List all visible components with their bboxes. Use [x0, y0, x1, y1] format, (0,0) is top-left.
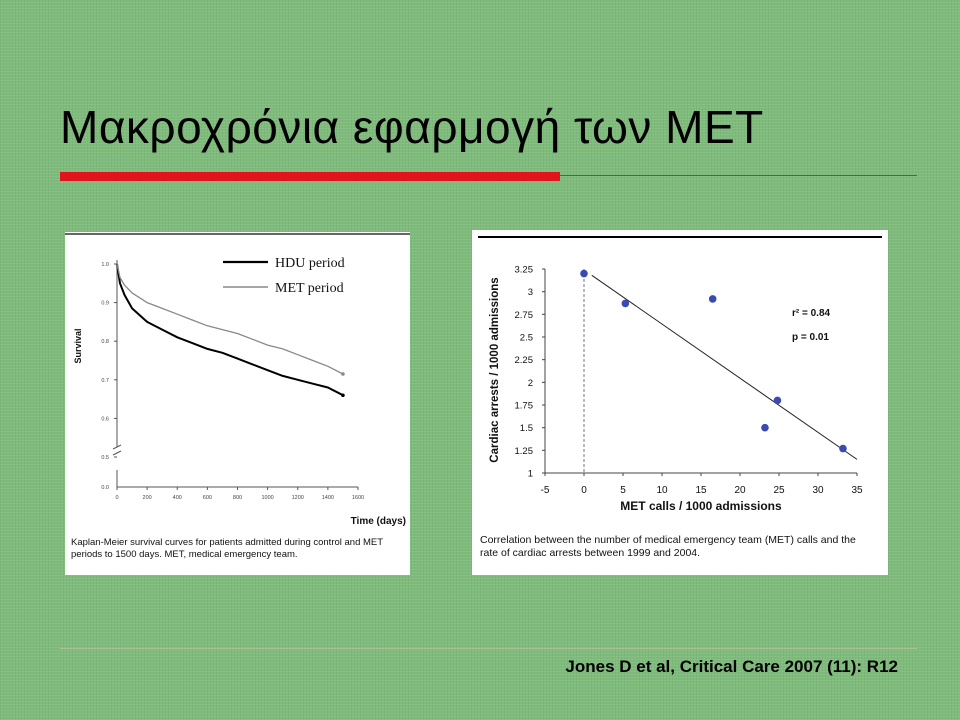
x-tick-label: 800	[233, 495, 242, 501]
x-tick-label: 400	[173, 495, 182, 501]
x-tick-label: 600	[203, 495, 212, 501]
footer-divider	[60, 648, 917, 649]
y-tick-label: 2.5	[520, 333, 533, 344]
y-axis-break-mark	[112, 444, 122, 450]
x-tick-label: 1000	[262, 495, 274, 501]
data-point	[580, 269, 588, 278]
x-tick-label: 5	[620, 485, 626, 496]
x-tick-label: 15	[695, 485, 707, 496]
series-line	[116, 263, 344, 397]
slide-title: Μακροχρόνια εφαρμογή των ΜΕΤ	[60, 101, 764, 153]
x-tick-label: -5	[541, 485, 550, 496]
y-tick-label: 0.8	[101, 339, 109, 345]
x-axis-label: MET calls / 1000 admissions	[620, 499, 782, 513]
scatter-chart-caption: Correlation between the number of medica…	[480, 534, 856, 559]
y-tick-label: 0.0	[101, 485, 109, 491]
series-endpoint	[341, 393, 345, 398]
y-tick-label: 0.9	[101, 301, 109, 307]
legend-label: MET period	[275, 281, 344, 296]
y-axis-label: Survival	[73, 328, 83, 363]
x-tick-label: 0	[115, 495, 118, 501]
scatter-chart: 1 1.25 1.5 1.75 2 2.25 2.5 2.75 3 3.25 -5 0 5 10 15 20 2…	[478, 236, 882, 513]
y-axis-label: Cardiac arrests / 1000 admissions	[489, 277, 501, 462]
data-point	[708, 295, 717, 303]
y-axis-break-mark	[112, 450, 122, 456]
x-tick-label: 10	[656, 485, 668, 496]
citation: Jones D et al, Critical Care 2007 (11): …	[565, 657, 898, 676]
y-tick-label: 1.25	[515, 446, 534, 457]
x-tick-label: 30	[812, 485, 824, 496]
y-tick-label: 2.75	[515, 310, 534, 321]
data-point	[761, 423, 769, 432]
survival-chart: 1.0 0.9 0.8 0.7 0.6 0.5 0.0 0 200 400 600 800 1000 12…	[65, 233, 410, 527]
x-tick-label: 1600	[352, 495, 364, 501]
y-tick-label: 1	[528, 469, 533, 480]
y-tick-label: 2	[528, 378, 533, 389]
r-squared-annotation: r² = 0.84	[792, 308, 831, 319]
p-value-annotation: p = 0.01	[792, 332, 829, 343]
survival-chart-caption: Kaplan-Meier survival curves for patient…	[71, 537, 383, 560]
y-tick-label: 1.5	[520, 423, 533, 434]
legend-label: HDU period	[275, 256, 345, 271]
y-tick-label: 0.7	[101, 378, 109, 384]
scatter-chart-panel: 1 1.25 1.5 1.75 2 2.25 2.5 2.75 3 3.25 -5 0 5 10 15 20 2…	[472, 230, 888, 575]
x-tick-label: 200	[143, 495, 152, 501]
y-tick-label: 2.25	[515, 355, 534, 366]
x-tick-label: 20	[734, 485, 746, 496]
x-tick-label: 35	[851, 485, 863, 496]
y-tick-label: 0.6	[101, 416, 109, 422]
y-tick-label: 1.75	[515, 401, 534, 412]
x-axis-label: Time (days)	[351, 516, 406, 527]
data-point	[839, 444, 847, 453]
y-tick-label: 0.5	[101, 455, 109, 461]
title-accent-bar	[60, 172, 560, 181]
x-tick-label: 1400	[322, 495, 334, 501]
survival-chart-panel: 1.0 0.9 0.8 0.7 0.6 0.5 0.0 0 200 400 600 800 1000 12…	[65, 232, 410, 575]
x-tick-label: 25	[773, 485, 785, 496]
series-line	[116, 263, 344, 375]
y-tick-label: 3.25	[515, 265, 534, 276]
data-point	[773, 396, 782, 405]
title-underline	[560, 175, 917, 176]
y-tick-label: 1.0	[101, 262, 109, 268]
data-point	[621, 299, 630, 308]
trend-line	[591, 274, 858, 460]
series-endpoint	[341, 372, 345, 376]
x-tick-label: 0	[581, 485, 587, 496]
y-tick-label: 3	[528, 287, 533, 298]
x-tick-label: 1200	[292, 495, 304, 501]
